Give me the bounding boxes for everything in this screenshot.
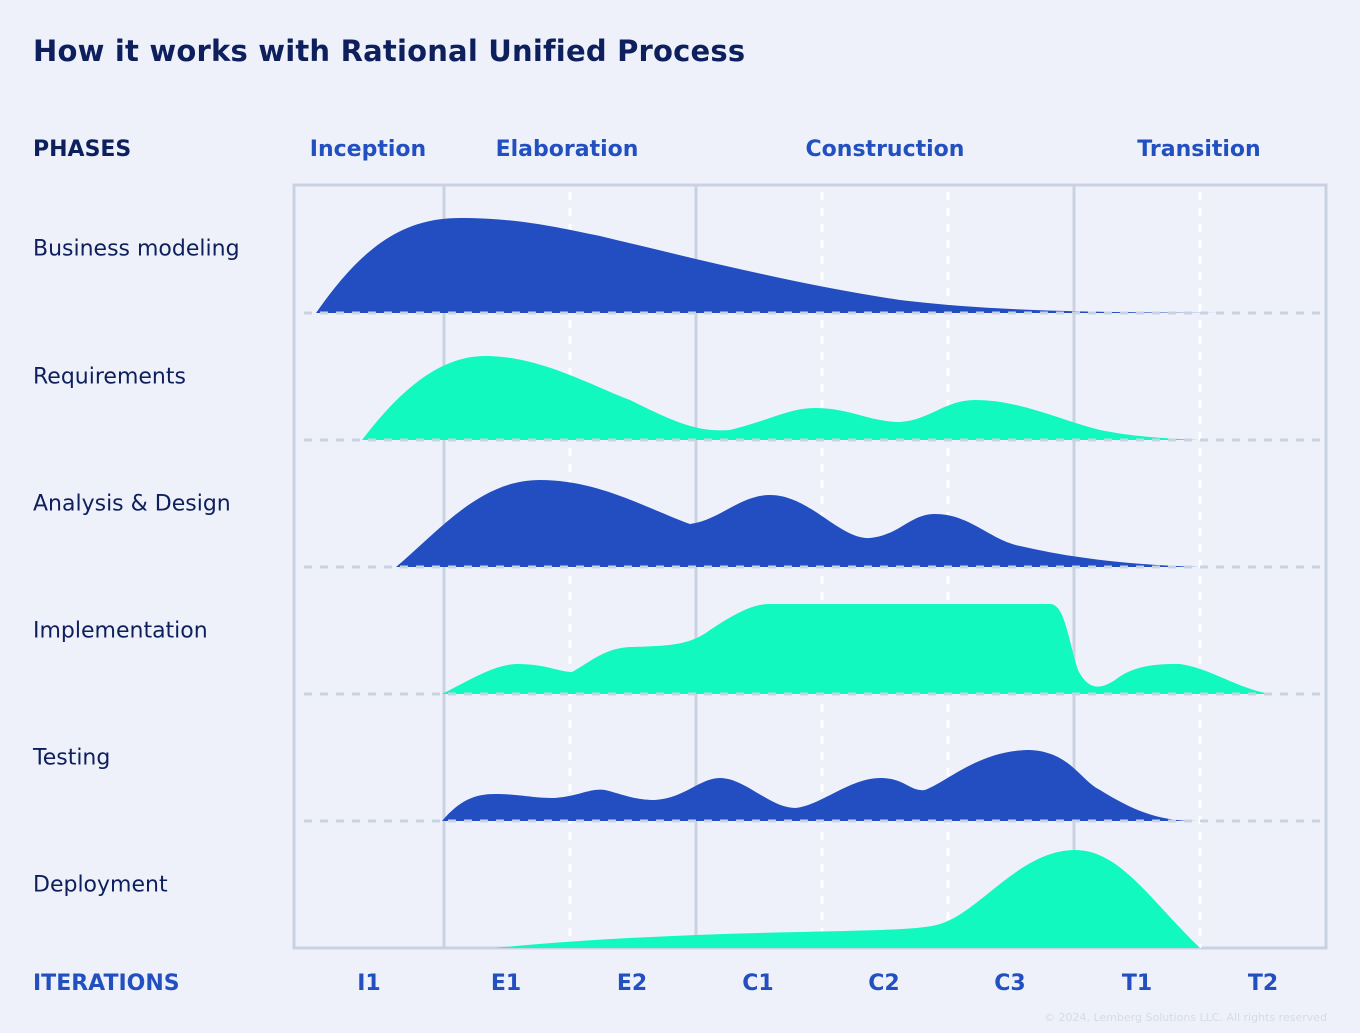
phase-elaboration: Elaboration (495, 137, 639, 162)
iteration-c2: C2 (868, 971, 900, 996)
hump-requirements (362, 356, 1198, 440)
iteration-i1: I1 (357, 971, 381, 996)
phase-construction: Construction (805, 137, 965, 162)
phase-transition: Transition (1137, 137, 1261, 162)
iteration-c1: C1 (742, 971, 774, 996)
phases-heading: PHASES (33, 137, 132, 162)
hump-analysis-design (396, 480, 1198, 567)
hump-business-modeling (316, 218, 1220, 313)
discipline-deployment: Deployment (33, 872, 168, 898)
discipline-business-modeling: Business modeling (33, 236, 240, 262)
discipline-requirements: Requirements (33, 364, 186, 390)
discipline-analysis-design: Analysis & Design (33, 491, 231, 517)
page-title: How it works with Rational Unified Proce… (33, 34, 746, 68)
hump-implementation (442, 604, 1272, 694)
iteration-e2: E2 (616, 971, 648, 996)
iterations-heading: ITERATIONS (33, 971, 180, 996)
copyright: © 2024, Lemberg Solutions LLC. All right… (1044, 1011, 1327, 1024)
phase-inception: Inception (309, 137, 427, 162)
hump-deployment (494, 850, 1200, 948)
iteration-t2: T2 (1247, 971, 1279, 996)
discipline-humps (316, 218, 1272, 948)
iteration-c3: C3 (994, 971, 1026, 996)
iteration-t1: T1 (1121, 971, 1153, 996)
discipline-testing: Testing (33, 745, 111, 771)
discipline-implementation: Implementation (33, 618, 208, 644)
hump-testing (442, 750, 1198, 821)
iteration-e1: E1 (490, 971, 522, 996)
